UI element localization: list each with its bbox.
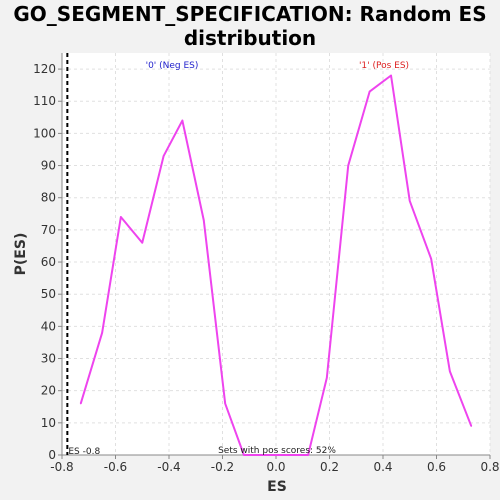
x-tick-label: 0.0 [266, 460, 285, 474]
data-point [307, 454, 309, 456]
pos-es-label: '1' (Pos ES) [359, 61, 409, 71]
data-point [141, 241, 144, 244]
y-tick-label: 100 [33, 126, 56, 140]
x-axis-title: ES [267, 479, 287, 495]
chart-title-line2: distribution [183, 26, 317, 50]
series-line [79, 74, 473, 456]
y-tick-label: 50 [41, 287, 56, 301]
x-tick-label: 0.6 [427, 460, 446, 474]
data-point [181, 119, 184, 122]
y-tick-label: 30 [41, 352, 56, 366]
x-tick-label: -0.2 [211, 460, 234, 474]
y-tick-label: 40 [41, 319, 56, 333]
y-tick-label: 10 [41, 416, 56, 430]
axes: -0.8 -0.6 -0.4 -0.2 0.0 0.2 0.4 0.6 0.8 0 10 20 30 40… [33, 53, 500, 474]
data-point [202, 219, 205, 222]
data-point [224, 402, 226, 405]
data-point [449, 370, 451, 373]
y-tick-label: 60 [41, 255, 56, 269]
chart-title-line1: GO_SEGMENT_SPECIFICATION: Random ES [13, 2, 487, 26]
y-tick-label: 80 [41, 191, 56, 205]
data-point [243, 454, 245, 456]
data-point [368, 90, 371, 93]
series-layer [79, 74, 473, 456]
data-point [347, 164, 350, 167]
data-point [101, 331, 103, 334]
x-tick-label: 0.8 [480, 460, 499, 474]
data-point [470, 425, 473, 427]
y-tick-label: 70 [41, 223, 56, 237]
x-tick-label: -0.6 [104, 460, 127, 474]
y-tick-label: 20 [41, 384, 56, 398]
x-tick-label: -0.8 [50, 460, 73, 474]
data-point [79, 402, 82, 405]
chart-title: GO_SEGMENT_SPECIFICATION: Random ES dist… [0, 2, 500, 50]
x-tick-label: 0.2 [320, 460, 339, 474]
pos-scores-label: Sets with pos scores: 52% [218, 446, 336, 456]
neg-es-label: '0' (Neg ES) [146, 61, 199, 71]
data-point [326, 377, 328, 379]
data-point [162, 155, 165, 157]
data-point [408, 200, 411, 202]
data-point [430, 258, 432, 260]
y-axis-title: P(ES) [13, 233, 29, 276]
y-tick-label: 0 [48, 448, 56, 462]
y-tick-label: 110 [33, 94, 56, 108]
x-tick-label: -0.4 [157, 460, 180, 474]
es-marker-label: ES -0.8 [68, 447, 100, 457]
annotations: ES -0.8 '0' (Neg ES) '1' (Pos ES) Sets with… [66, 53, 409, 457]
y-tick-label: 90 [41, 159, 56, 173]
x-tick-label: 0.4 [373, 460, 392, 474]
data-point [120, 216, 122, 218]
data-point [390, 74, 392, 77]
y-tick-label: 120 [33, 62, 56, 76]
